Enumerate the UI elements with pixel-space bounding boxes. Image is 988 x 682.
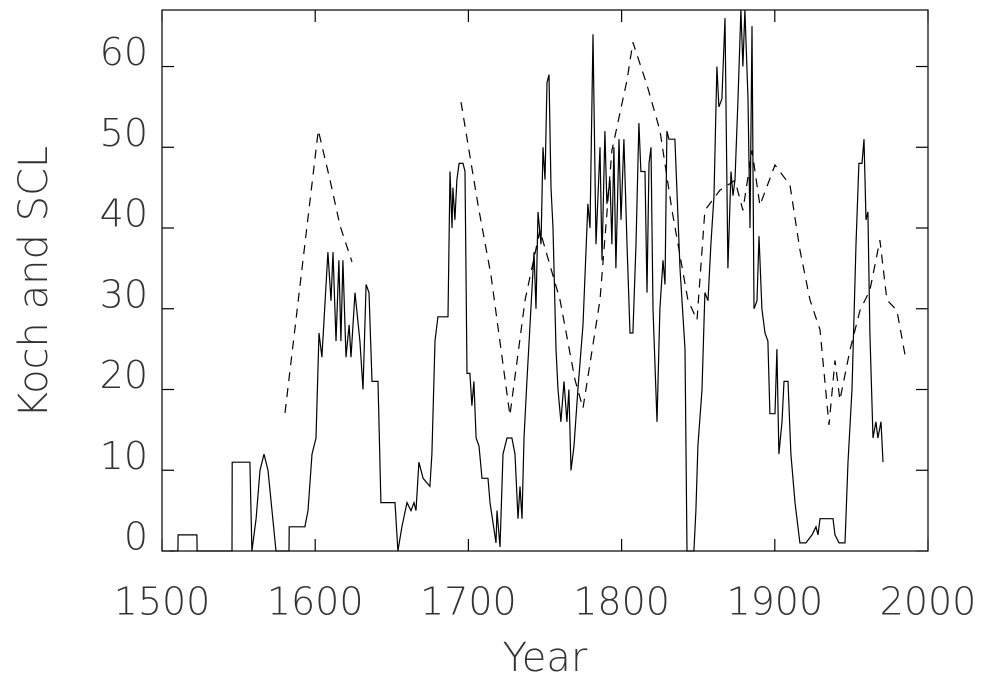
x-axis-title: Year [503,635,588,681]
y-tick-label: 50 [100,111,148,155]
series-line [170,9,884,552]
y-tick-label: 10 [100,434,148,478]
x-tick-label: 1700 [420,580,517,624]
x-tick-label: 1900 [726,580,823,624]
y-axis-title: Koch and SCL [11,146,57,418]
y-tick-label: 60 [100,30,148,74]
y-tick-label: 40 [100,192,148,236]
x-tick-label: 1600 [267,580,364,624]
y-tick-label: 20 [100,353,148,397]
plot-frame [161,9,929,552]
x-tick-label: 2000 [880,580,977,624]
y-tick-label: 0 [124,515,148,559]
x-tick-label: 1500 [114,580,211,624]
y-tick-label: 30 [100,272,148,316]
x-tick-label: 1800 [573,580,670,624]
series-line [284,42,906,426]
